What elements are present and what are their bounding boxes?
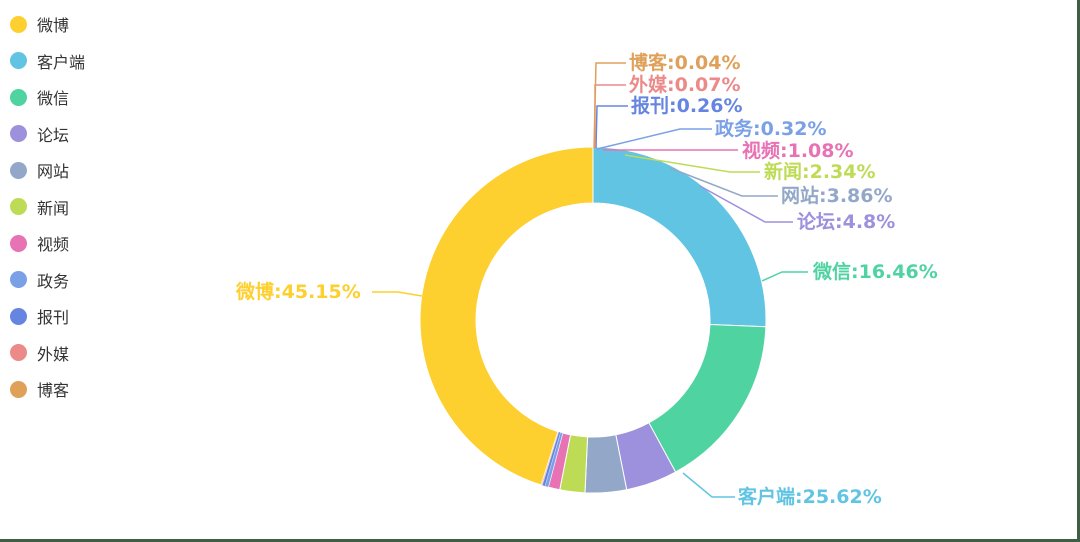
legend-item-news[interactable]: 新闻 [10,189,85,226]
label-video: 视频:1.08% [742,139,854,162]
legend-label: 论坛 [37,125,70,145]
legend-dot-icon [10,88,27,106]
legend-item-wechat[interactable]: 微信 [10,79,85,116]
legend-dot-icon [10,15,27,33]
donut-slice-1[interactable] [592,146,767,328]
label-government: 政务:0.32% [715,117,827,140]
legend-dot-icon [10,271,27,289]
slice-labels: 微博:45.15% 客户端:25.62% 微信:16.46% 论坛:4.8% 网… [235,51,938,508]
label-foreign-media: 外媒:0.07% [629,73,741,96]
label-forum: 论坛:4.8% [797,210,895,233]
label-website: 网站:3.86% [781,184,893,207]
legend-label: 网站 [37,162,70,182]
legend-item-website[interactable]: 网站 [10,152,85,189]
legend-label: 客户端 [37,52,86,72]
label-blog: 博客:0.04% [629,51,741,74]
legend-label: 外媒 [37,344,70,364]
donut-slice-2[interactable] [648,324,767,473]
legend-dot-icon [10,234,27,252]
label-news: 新闻:2.34% [764,160,876,183]
legend-item-video[interactable]: 视频 [10,225,85,262]
legend-dot-icon [10,125,27,143]
donut-slices [419,146,767,494]
chart-legend: 微博 客户端 微信 论坛 网站 新闻 视频 政务 报刊 外媒 博客 [10,6,85,408]
legend-label: 博客 [37,381,70,401]
legend-label: 微信 [37,89,70,109]
legend-dot-icon [10,307,27,325]
leader-lines [372,62,808,498]
label-weibo: 微博:45.15% [235,280,361,303]
donut-slice-10[interactable] [540,431,559,486]
label-wechat: 微信:16.46% [812,260,938,283]
legend-dot-icon [10,344,27,362]
legend-label: 视频 [37,235,70,255]
donut-slice-0[interactable] [419,146,594,486]
legend-label: 政务 [37,271,70,291]
legend-dot-icon [10,52,27,70]
legend-item-foreign-media[interactable]: 外媒 [10,335,85,372]
label-newspaper: 报刊:0.26% [631,94,743,117]
legend-dot-icon [10,198,27,216]
legend-item-forum[interactable]: 论坛 [10,116,85,153]
label-client: 客户端:25.62% [738,485,882,508]
legend-dot-icon [10,380,27,398]
legend-item-weibo[interactable]: 微博 [10,6,85,43]
legend-dot-icon [10,161,27,179]
legend-label: 微博 [37,16,70,36]
legend-label: 报刊 [37,308,70,328]
legend-item-newspaper[interactable]: 报刊 [10,298,85,335]
legend-label: 新闻 [37,198,70,218]
legend-item-government[interactable]: 政务 [10,262,85,299]
legend-item-blog[interactable]: 博客 [10,371,85,408]
legend-item-client[interactable]: 客户端 [10,43,85,80]
